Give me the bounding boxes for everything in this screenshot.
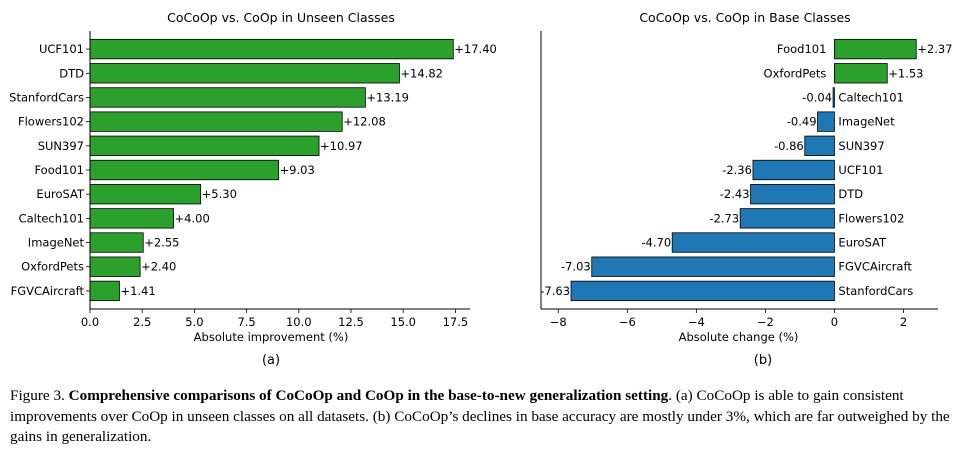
category-label: Caltech101 xyxy=(19,211,84,225)
x-axis-label: Absolute improvement (%) xyxy=(194,330,349,344)
x-tick-label: 2 xyxy=(900,315,907,329)
category-label: DTD xyxy=(838,187,863,201)
x-tick-label: 7.5 xyxy=(237,315,255,329)
bar xyxy=(89,111,343,132)
value-label: -2.43 xyxy=(720,187,750,201)
bar xyxy=(752,159,835,181)
value-label: +2.37 xyxy=(917,42,952,56)
caption-bold: Comprehensive comparisons of CoCoOp and … xyxy=(68,387,669,404)
value-label: +17.40 xyxy=(454,42,497,56)
x-tick-label: −6 xyxy=(619,315,636,329)
value-label: +9.03 xyxy=(280,163,315,177)
value-label: +1.53 xyxy=(888,66,923,80)
category-label: Caltech101 xyxy=(838,90,903,104)
bar xyxy=(89,208,174,229)
value-label: +2.55 xyxy=(144,236,179,250)
bar xyxy=(570,280,835,302)
x-tick-label: 0.0 xyxy=(81,315,99,329)
value-label: -7.63 xyxy=(540,284,570,298)
value-label: -2.73 xyxy=(709,211,739,225)
category-label: Food101 xyxy=(34,163,84,177)
category-label: Food101 xyxy=(777,42,827,56)
category-label: EuroSAT xyxy=(838,236,887,250)
category-label: UCF101 xyxy=(39,42,84,56)
x-tick-label: 17.5 xyxy=(443,315,469,329)
bar xyxy=(834,38,917,60)
subfigure-label: (b) xyxy=(754,353,772,368)
category-label: UCF101 xyxy=(838,163,883,177)
category-label: OxfordPets xyxy=(21,260,84,274)
bar xyxy=(750,184,835,205)
x-tick-label: 15.0 xyxy=(390,315,416,329)
chart-title: CoCoOp vs. CoOp in Unseen Classes xyxy=(167,10,395,25)
category-label: ImageNet xyxy=(838,115,895,129)
bar xyxy=(671,232,835,253)
category-label: FGVCAircraft xyxy=(838,260,912,274)
x-tick-label: 0 xyxy=(831,315,838,329)
value-label: +14.82 xyxy=(400,66,443,80)
chart-b-base-classes: CoCoOp vs. CoOp in Base Classes Food101 +2… xyxy=(540,10,952,368)
chart-title: CoCoOp vs. CoOp in Base Classes xyxy=(639,10,850,25)
value-label: -0.04 xyxy=(802,90,832,104)
value-label: +5.30 xyxy=(202,187,237,201)
category-label: EuroSAT xyxy=(36,187,85,201)
value-label: -0.49 xyxy=(787,115,817,129)
category-label: OxfordPets xyxy=(764,66,827,80)
value-label: -2.36 xyxy=(722,163,752,177)
figure-caption: Figure 3. Comprehensive comparisons of C… xyxy=(10,386,960,448)
value-label: +2.40 xyxy=(141,260,176,274)
x-tick-label: −4 xyxy=(688,315,705,329)
x-tick-label: −2 xyxy=(757,315,774,329)
value-label: +12.08 xyxy=(343,115,386,129)
x-tick-label: 10.0 xyxy=(286,315,312,329)
value-label: -4.70 xyxy=(641,236,671,250)
category-label: SUN397 xyxy=(38,139,84,153)
value-label: +13.19 xyxy=(366,90,409,104)
value-label: +10.97 xyxy=(320,139,363,153)
bar xyxy=(89,256,141,277)
figure-charts: CoCoOp vs. CoOp in Unseen Classes UCF101 +… xyxy=(9,10,952,368)
category-label: StanfordCars xyxy=(838,284,913,298)
chart-a-unseen-classes: CoCoOp vs. CoOp in Unseen Classes UCF101 +… xyxy=(9,10,497,368)
caption-prefix: Figure 3. xyxy=(10,387,69,404)
x-tick-label: −8 xyxy=(550,315,567,329)
bar xyxy=(832,87,835,108)
x-tick-label: 12.5 xyxy=(338,315,364,329)
x-tick-label: 2.5 xyxy=(133,315,151,329)
category-label: ImageNet xyxy=(28,236,85,250)
x-axis-label: Absolute change (%) xyxy=(679,330,799,344)
value-label: -7.03 xyxy=(561,260,591,274)
bar xyxy=(817,111,835,132)
bar xyxy=(804,135,835,156)
category-label: FGVCAircraft xyxy=(11,284,85,298)
bar xyxy=(89,38,454,60)
bar xyxy=(89,232,144,253)
bar xyxy=(739,208,835,229)
category-label: SUN397 xyxy=(838,139,884,153)
category-label: StanfordCars xyxy=(9,90,84,104)
bar xyxy=(89,63,400,84)
subfigure-label: (a) xyxy=(262,353,280,368)
bar xyxy=(591,256,835,277)
bar xyxy=(89,159,279,181)
bar xyxy=(89,280,120,302)
x-tick-label: 5.0 xyxy=(185,315,203,329)
bar xyxy=(89,184,202,205)
category-label: Flowers102 xyxy=(838,211,904,225)
value-label: +4.00 xyxy=(175,211,210,225)
value-label: +1.41 xyxy=(120,284,155,298)
category-label: DTD xyxy=(59,66,84,80)
value-label: -0.86 xyxy=(774,139,804,153)
bar xyxy=(89,135,320,156)
bar xyxy=(834,63,888,84)
category-label: Flowers102 xyxy=(18,115,84,129)
caption-rest: . (a) CoCoOp is able to gain consistent … xyxy=(10,387,950,445)
bar xyxy=(89,87,366,108)
